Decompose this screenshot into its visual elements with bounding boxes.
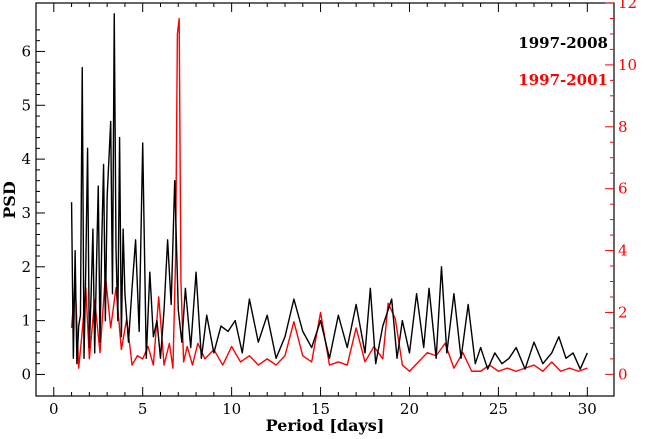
- y-right-tick-label: 8: [618, 118, 628, 136]
- y-axis-left-ticks: 0 1 2 3 4 5 6: [21, 29, 45, 383]
- x-tick-label: 0: [49, 400, 59, 418]
- legend-label-series-1: 1997-2008: [518, 34, 608, 52]
- x-tick-label: 5: [138, 400, 148, 418]
- x-tick-label: 15: [311, 400, 330, 418]
- plot-frame: [35, 2, 615, 397]
- x-tick-label: 10: [222, 400, 241, 418]
- y-right-tick-label: 10: [618, 56, 637, 74]
- series-layer: [70, 13, 588, 372]
- y-right-tick-label: 2: [618, 303, 628, 321]
- x-tick-label: 25: [489, 400, 508, 418]
- y-right-tick-label: 0: [618, 365, 628, 383]
- y-axis-right-ticks: 0 2 4 6 8 10 12: [605, 0, 637, 383]
- y-left-tick-label: 5: [21, 96, 31, 114]
- series-line-1: [70, 13, 588, 370]
- x-axis-ticks: 0 5 10 15 20 25 30: [49, 3, 597, 418]
- y-left-tick-label: 6: [21, 42, 31, 60]
- y-right-tick-label: 12: [618, 0, 637, 12]
- y-right-tick-label: 6: [618, 180, 628, 198]
- y-left-tick-label: 4: [21, 150, 31, 168]
- x-tick-label: 30: [578, 400, 597, 418]
- legend-label-series-2: 1997-2001: [518, 71, 608, 89]
- y-axis-title: PSD: [0, 181, 19, 219]
- y-left-tick-label: 0: [21, 365, 31, 383]
- y-left-tick-label: 1: [21, 312, 31, 330]
- x-axis-title: Period [days]: [266, 416, 385, 435]
- x-tick-label: 20: [400, 400, 419, 418]
- series-line-2: [70, 17, 588, 372]
- y-left-tick-label: 3: [21, 204, 31, 222]
- y-left-tick-label: 2: [21, 258, 31, 276]
- y-right-tick-label: 4: [618, 242, 628, 260]
